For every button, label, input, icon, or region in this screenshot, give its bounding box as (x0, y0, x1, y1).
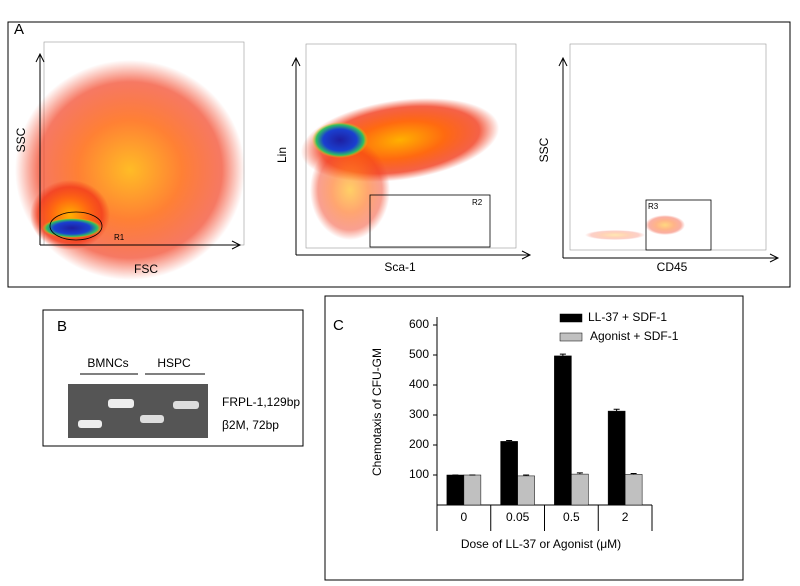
bar (446, 474, 465, 506)
y-axis-label: SSC (537, 137, 551, 162)
panel-a-frame (7, 21, 791, 288)
y-tick-label: 600 (409, 317, 429, 331)
y-axis-label: Chemotaxis of CFU-GM (370, 348, 384, 476)
x-axis-label: Sca-1 (384, 260, 416, 274)
band-label: FRPL-1,129bp (222, 395, 300, 409)
y-tick-label: 500 (409, 347, 429, 361)
x-axis-label: Dose of LL-37 or Agonist (μM) (461, 537, 621, 551)
panel-label: C (333, 317, 344, 334)
error-bar (613, 408, 620, 412)
x-tick-label: 0 (461, 510, 468, 524)
y-axis-label: SSC (14, 127, 28, 152)
error-bar (506, 440, 513, 442)
bar (571, 473, 589, 506)
y-tick-label: 400 (409, 377, 429, 391)
y-tick-label: 200 (409, 437, 429, 451)
panel-b-frame (42, 309, 304, 447)
band-label: β2M, 72bp (222, 418, 279, 432)
bar (554, 355, 572, 506)
x-tick-label: 2 (622, 510, 629, 524)
legend-swatch (559, 332, 583, 342)
error-bar (523, 474, 530, 476)
bar (463, 474, 482, 506)
panel-label: A (14, 21, 24, 38)
gate-label: R2 (472, 198, 483, 207)
bar (517, 475, 535, 506)
x-tick-label: 0.5 (563, 510, 580, 524)
legend-label: Agonist + SDF-1 (590, 329, 679, 343)
gate-label: R1 (114, 233, 125, 242)
flow-plot: SSC CD45 R3 (537, 43, 780, 274)
y-tick-label: 300 (409, 407, 429, 421)
bar (500, 441, 518, 506)
y-axis-label: Lin (275, 147, 289, 163)
error-bar (559, 353, 566, 356)
x-axis-label: FSC (134, 262, 158, 276)
x-axis-label: CD45 (657, 260, 688, 274)
bar (624, 474, 643, 506)
gel: BMNCs HSPC FRPL-1,129bp β2M, 72bp (68, 356, 300, 438)
panel-c-frame (324, 295, 744, 581)
error-bar (576, 472, 583, 475)
bar-chart: Chemotaxis of CFU-GM Dose of LL-37 or Ag… (370, 310, 679, 551)
panel-label: B (57, 318, 67, 335)
error-bar (630, 473, 637, 475)
bar (607, 410, 626, 506)
lane-label: BMNCs (87, 356, 128, 370)
flow-plot: SSC FSC R1 (14, 41, 245, 280)
flow-plot: Lin Sca-1 R2 (275, 43, 532, 274)
x-tick-label: 0.05 (506, 510, 530, 524)
legend-swatch (559, 313, 583, 323)
legend-label: LL-37 + SDF-1 (588, 310, 667, 324)
y-tick-label: 100 (409, 467, 429, 481)
lane-label: HSPC (157, 356, 191, 370)
gate-label: R3 (648, 202, 659, 211)
